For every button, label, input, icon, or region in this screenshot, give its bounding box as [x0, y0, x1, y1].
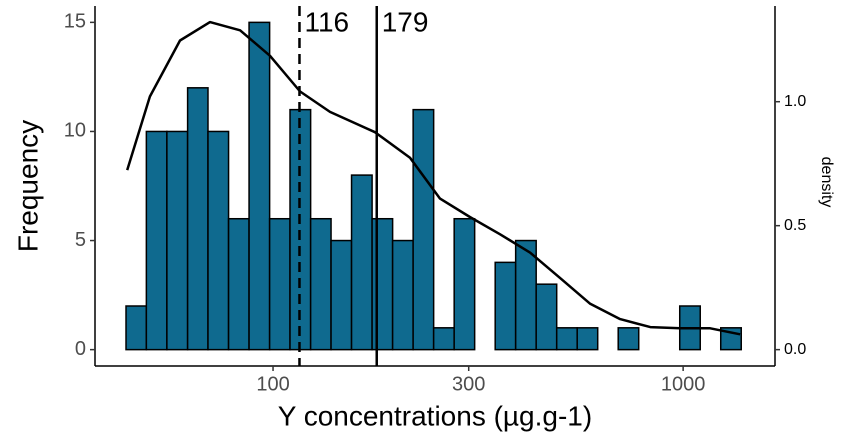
y-tick-label: 15 — [64, 11, 86, 33]
y2-tick-label: 1.0 — [784, 93, 806, 110]
y-tick-label: 5 — [75, 229, 86, 251]
reference-label: 179 — [382, 6, 429, 37]
y-tick-label: 10 — [64, 120, 86, 142]
bar — [350, 174, 373, 351]
y2-tick-label: 0.0 — [784, 341, 806, 358]
reference-label: 116 — [304, 6, 349, 37]
bar — [391, 239, 414, 351]
x-axis-title: Y concentrations (µg.g-1) — [278, 400, 592, 431]
bar — [453, 217, 476, 351]
bar — [309, 217, 332, 351]
bar — [535, 283, 558, 351]
bar — [494, 261, 517, 351]
bar — [555, 327, 578, 351]
bar — [248, 21, 271, 351]
bar — [145, 130, 168, 351]
bar — [268, 217, 291, 351]
density-curve — [126, 20, 741, 336]
y2-tick-label: 0.5 — [784, 217, 806, 234]
x-tick-label: 300 — [452, 373, 485, 395]
bar — [514, 239, 537, 351]
bar — [412, 108, 435, 351]
bar — [371, 217, 394, 351]
bar — [432, 327, 455, 351]
bar — [207, 130, 230, 351]
bar — [330, 239, 353, 351]
y-tick-label: 0 — [75, 338, 86, 360]
bar — [125, 305, 148, 351]
bar — [576, 327, 599, 351]
bar — [166, 130, 189, 351]
bar — [227, 217, 250, 351]
x-tick-label: 1000 — [661, 373, 706, 395]
bar — [186, 87, 209, 351]
bar — [617, 327, 640, 351]
y-axis-title: Frequency — [12, 120, 43, 252]
x-tick-label: 100 — [256, 373, 289, 395]
y2-axis-title: density — [818, 157, 835, 208]
